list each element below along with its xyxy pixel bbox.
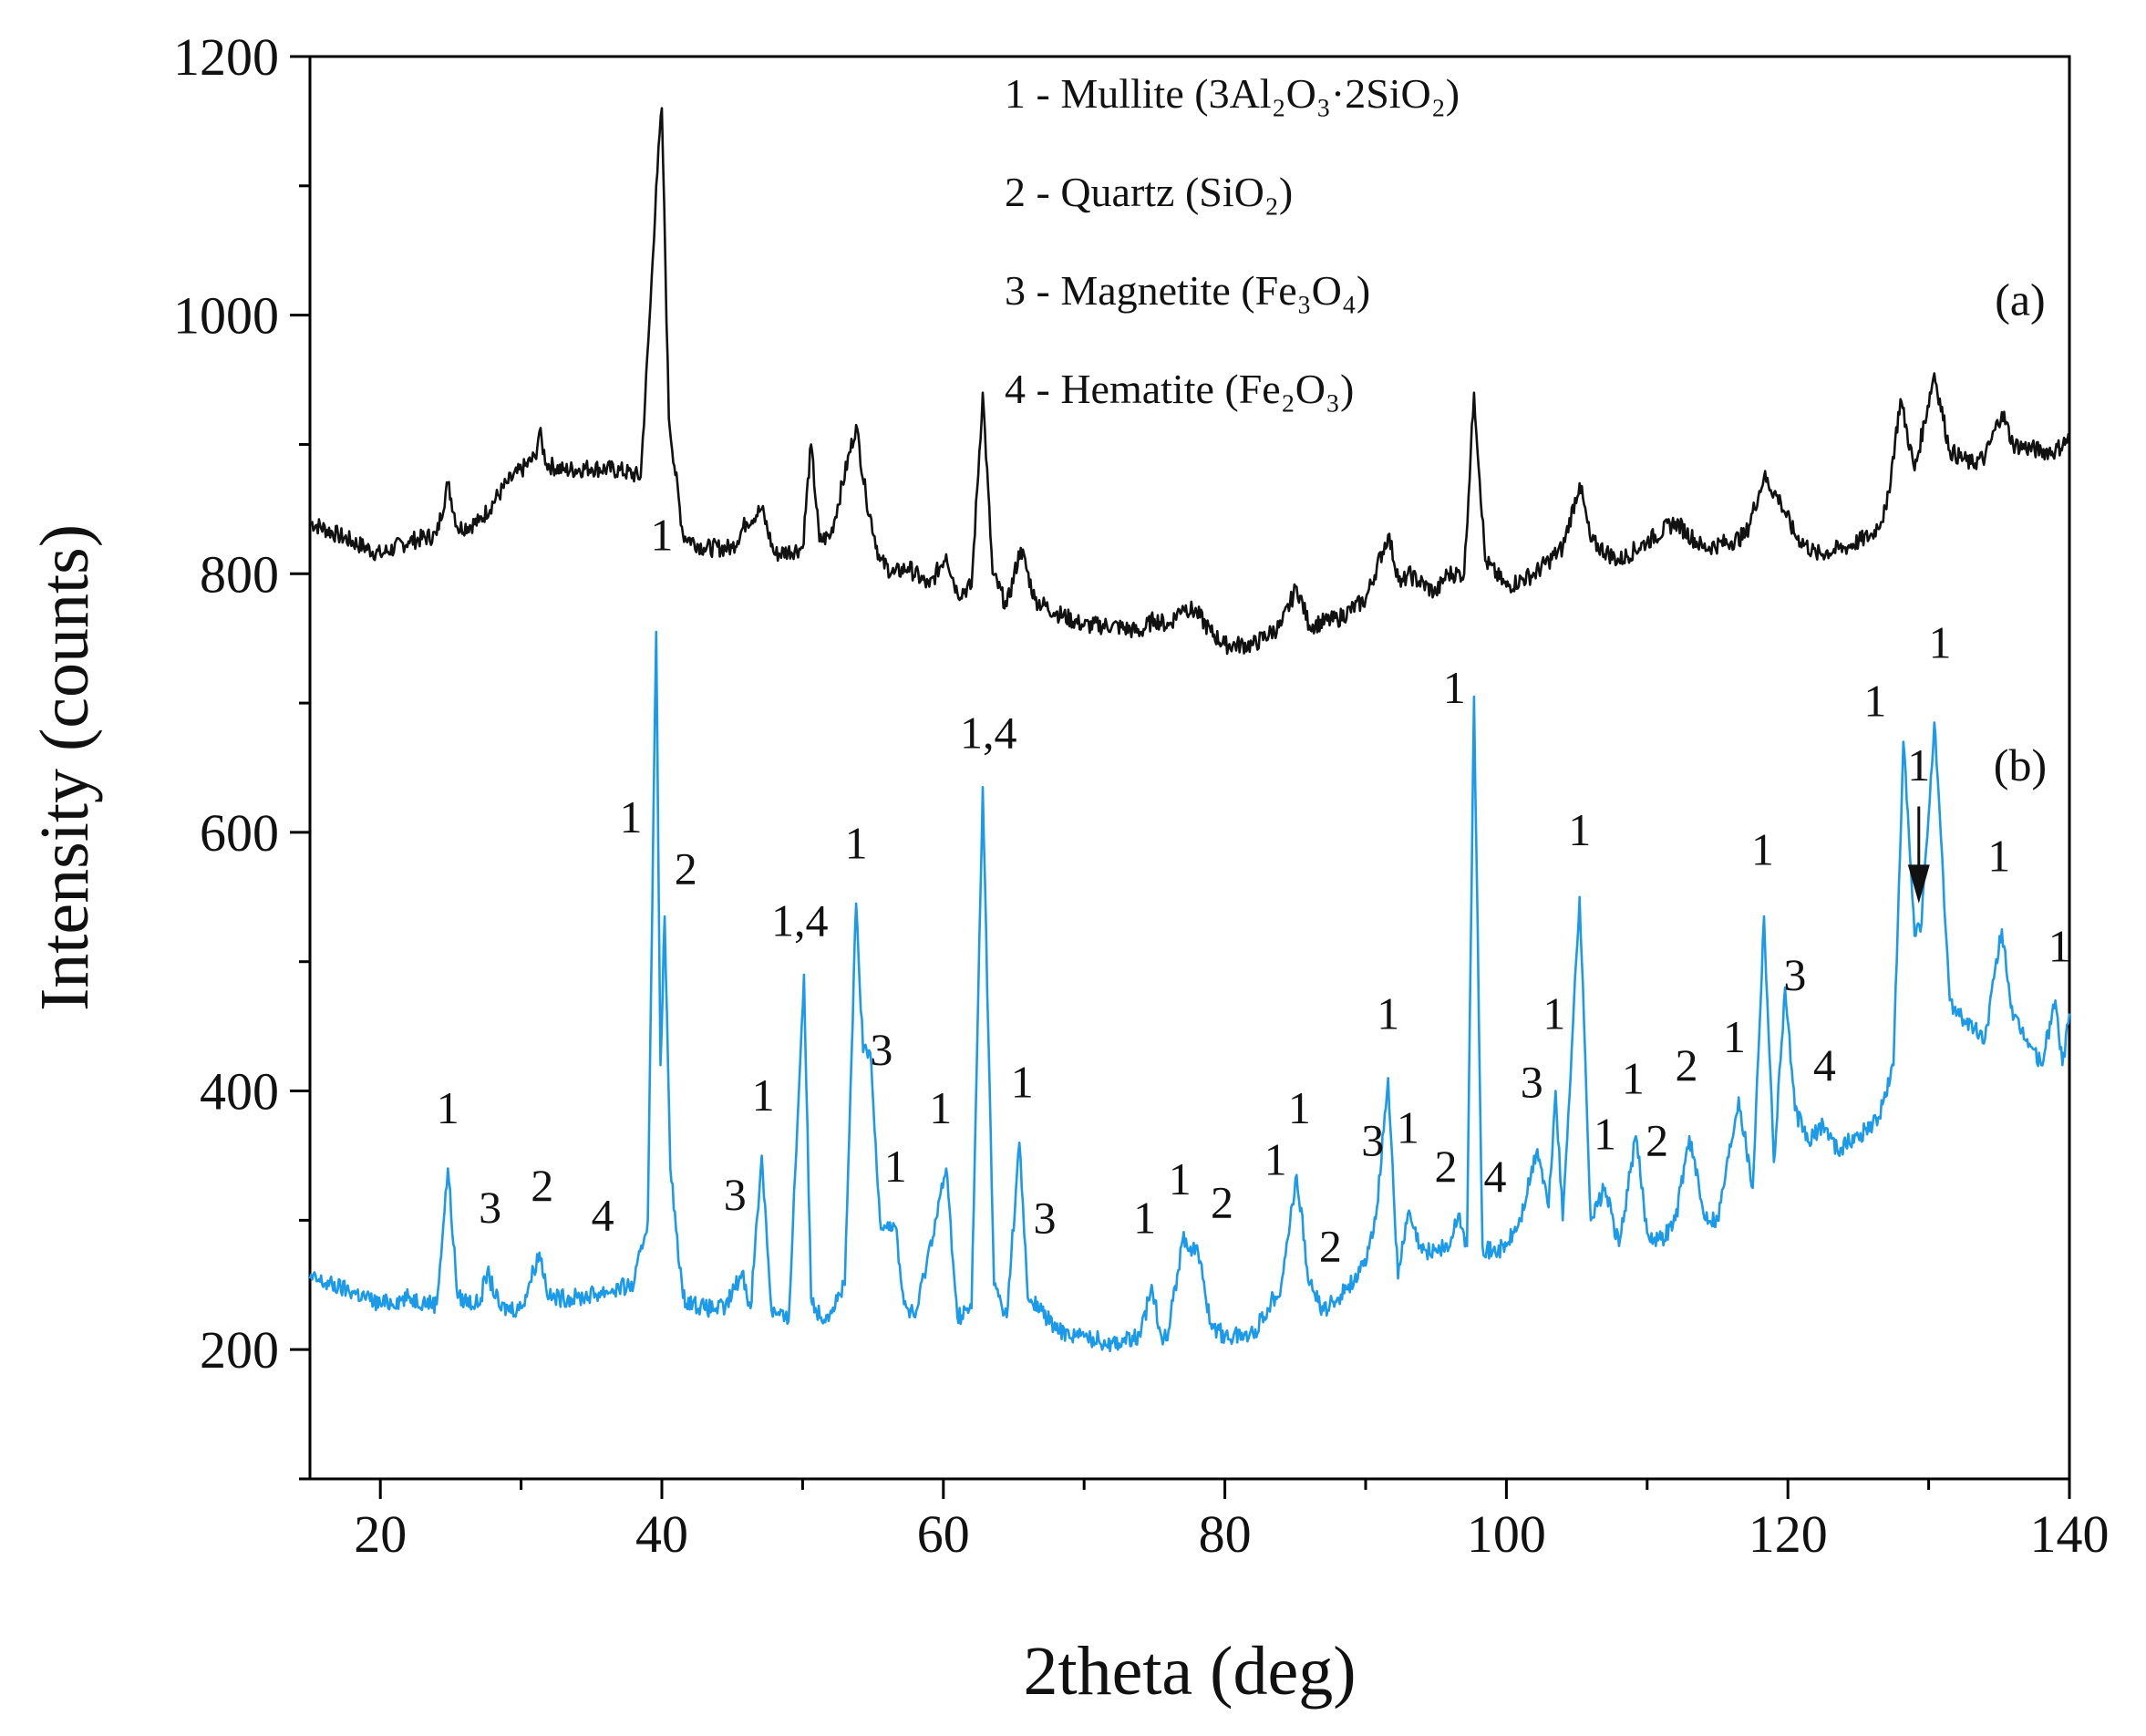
peak-label: 1 <box>1264 1134 1287 1185</box>
peak-label: 1 <box>752 1070 775 1121</box>
peak-label: 1 <box>620 791 643 842</box>
peak-label: 3 <box>724 1169 747 1220</box>
peak-label: 3 <box>1521 1057 1543 1108</box>
peak-label: 2 <box>675 843 697 894</box>
series-line-b <box>308 630 2071 1353</box>
peak-label: 1 <box>845 817 868 868</box>
peak-label: 1 <box>1622 1052 1645 1103</box>
peak-label: 1 <box>1011 1057 1034 1108</box>
peak-label: 2 <box>1319 1221 1342 1272</box>
x-tick-label: 40 <box>635 1504 688 1564</box>
peak-label: 1 <box>1723 1011 1746 1062</box>
y-axis-ticks: 200 400 600 800 1000 1200 <box>173 27 310 1481</box>
y-tick-label: 400 <box>200 1062 279 1121</box>
peak-label: 1 <box>1751 823 1774 874</box>
y-tick-label: 200 <box>200 1320 279 1380</box>
series-layer: (a) (b) <box>308 107 2071 1353</box>
x-tick-label: 140 <box>2030 1504 2110 1564</box>
peak-label: 1 <box>1397 1101 1419 1152</box>
x-tick-label: 20 <box>354 1504 407 1564</box>
x-tick-label: 60 <box>917 1504 970 1564</box>
y-axis-title: Intensity (counts) <box>26 524 103 1011</box>
peak-label: 1,4 <box>960 708 1017 759</box>
peak-label: 4 <box>592 1190 614 1241</box>
peak-label: 1 <box>1987 830 2010 881</box>
curve-label: (b) <box>1994 739 2047 790</box>
x-tick-label: 80 <box>1199 1504 1252 1564</box>
peak-label: 4 <box>1813 1039 1836 1090</box>
legend: 1 - Mullite (3Al₂O₃·2SiO₂) 2 - Quartz (Si… <box>1005 70 1460 412</box>
y-tick-label: 1200 <box>173 27 279 87</box>
plot-frame <box>308 55 2071 1481</box>
peak-label: 1 <box>1288 1082 1311 1133</box>
peak-label: 2 <box>1646 1114 1668 1165</box>
peak-label: 1 <box>1863 675 1886 726</box>
peak-label: 2 <box>1676 1039 1698 1090</box>
peak-label: 1 <box>2048 921 2071 972</box>
peak-label: 3 <box>870 1024 892 1075</box>
peak-label: 1 <box>884 1141 907 1192</box>
curve-label: (a) <box>1995 274 2046 326</box>
series-line-a <box>309 107 2071 656</box>
peak-label: 1,4 <box>771 894 829 946</box>
legend-entry: 1 - Mullite (3Al₂O₃·2SiO₂) <box>1005 70 1460 117</box>
peak-label: 3 <box>1361 1114 1384 1165</box>
x-tick-label: 120 <box>1749 1504 1828 1564</box>
legend-entry: 4 - Hematite (Fe₂O₃) <box>1005 366 1354 412</box>
peak-label: 1 <box>1377 987 1399 1038</box>
peak-label: 1 <box>1928 616 1951 667</box>
peak-label: 1 <box>929 1082 952 1133</box>
peak-label: 1 <box>437 1082 459 1133</box>
y-tick-label: 1000 <box>173 286 279 346</box>
peak-label: 1 <box>1169 1153 1192 1204</box>
plot-border <box>308 55 2071 1481</box>
peak-label: 4 <box>1484 1151 1507 1202</box>
legend-entry: 2 - Quartz (SiO₂) <box>1005 169 1293 215</box>
peak-label: 1 <box>651 510 674 561</box>
peak-label: 2 <box>1435 1141 1458 1192</box>
peak-label: 3 <box>479 1182 501 1233</box>
x-tick-label: 100 <box>1467 1504 1546 1564</box>
peak-label: 3 <box>1783 949 1806 1000</box>
y-tick-label: 600 <box>200 803 279 863</box>
peak-label: 1 <box>1907 739 1930 790</box>
peak-label: 2 <box>531 1160 553 1211</box>
legend-entry: 3 - Magnetite (Fe₃O₄) <box>1005 267 1370 314</box>
peak-label: 1 <box>1594 1108 1616 1159</box>
arrow-head <box>1907 864 1930 904</box>
peak-label: 1 <box>1443 662 1466 713</box>
peak-label: 1 <box>1568 804 1591 855</box>
x-axis-ticks: 20 40 60 80 100 120 140 <box>354 1479 2110 1564</box>
peak-label: 1 <box>1542 987 1565 1038</box>
y-tick-label: 800 <box>200 544 279 604</box>
peak-label: 2 <box>1211 1177 1233 1228</box>
peak-label: 1 <box>1133 1193 1156 1244</box>
peak-label: 3 <box>1033 1193 1056 1244</box>
x-axis-title: 2theta (deg) <box>1023 1633 1356 1710</box>
